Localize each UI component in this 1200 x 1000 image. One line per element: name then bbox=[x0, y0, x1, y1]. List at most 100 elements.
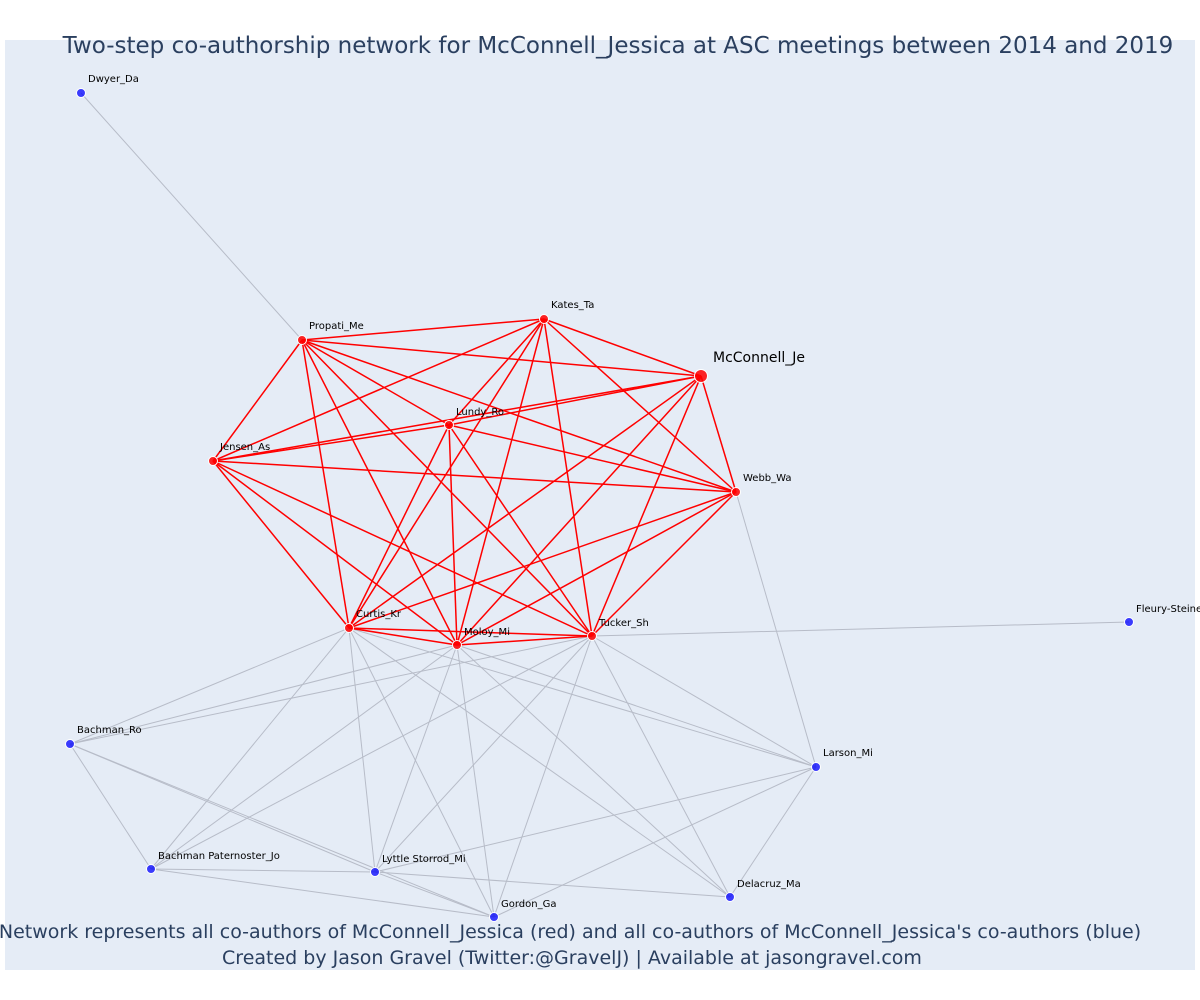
edge-webb-moloy bbox=[456, 491, 737, 646]
edge-mcconnell-tucker bbox=[591, 375, 702, 637]
edge-kates-tucker bbox=[543, 318, 593, 637]
node-label-tucker: Tucker_Sh bbox=[598, 618, 649, 629]
edge-tucker-delacruz bbox=[591, 635, 731, 898]
node-dwyer[interactable] bbox=[76, 88, 86, 98]
plot-background bbox=[5, 40, 1195, 970]
node-label-lyttle: Lyttle Storrod_Mi bbox=[382, 854, 466, 865]
node-label-bachman_ro: Bachman_Ro bbox=[77, 725, 142, 736]
node-propati[interactable] bbox=[297, 335, 307, 345]
edge-jensen-webb bbox=[212, 460, 737, 493]
edge-tucker-bachman_pj bbox=[150, 635, 593, 870]
edge-curtis-moloy bbox=[348, 627, 458, 646]
edge-lundy-tucker bbox=[448, 424, 593, 637]
node-label-mcconnell: McConnell_Je bbox=[713, 350, 805, 366]
node-tucker[interactable] bbox=[587, 631, 597, 641]
node-label-larson: Larson_Mi bbox=[823, 748, 873, 759]
edge-curtis-lyttle bbox=[348, 627, 376, 873]
node-label-jensen: Jensen_As bbox=[219, 442, 270, 453]
edge-moloy-larson bbox=[456, 644, 817, 768]
edge-mcconnell-moloy bbox=[456, 375, 702, 646]
node-larson[interactable] bbox=[811, 762, 821, 772]
caption-line-1: Network represents all co-authors of McC… bbox=[0, 921, 1141, 943]
edge-propati-lundy bbox=[301, 339, 450, 426]
edge-tucker-lyttle bbox=[374, 635, 593, 873]
edge-kates-webb bbox=[543, 318, 737, 493]
edge-tucker-larson bbox=[591, 635, 817, 768]
edge-kates-curtis bbox=[348, 318, 545, 629]
edge-bachman_ro-lyttle bbox=[69, 743, 376, 873]
edge-tucker-fleury bbox=[591, 621, 1130, 637]
node-label-curtis: Curtis_Kr bbox=[356, 609, 402, 620]
node-lyttle[interactable] bbox=[370, 867, 380, 877]
node-label-webb: Webb_Wa bbox=[743, 473, 792, 484]
node-delacruz[interactable] bbox=[725, 892, 735, 902]
edge-curtis-delacruz bbox=[348, 627, 731, 898]
edge-moloy-tucker bbox=[456, 635, 593, 646]
chart-title: Two-step co-authorship network for McCon… bbox=[62, 33, 1174, 59]
node-bachman_ro[interactable] bbox=[65, 739, 75, 749]
node-jensen[interactable] bbox=[208, 456, 218, 466]
node-fleury[interactable] bbox=[1124, 617, 1134, 627]
node-label-gordon: Gordon_Ga bbox=[501, 899, 556, 910]
edge-kates-moloy bbox=[456, 318, 545, 646]
node-label-delacruz: Delacruz_Ma bbox=[737, 879, 801, 890]
edge-lundy-jensen bbox=[212, 424, 450, 462]
node-lundy[interactable] bbox=[444, 420, 454, 430]
edge-moloy-gordon bbox=[456, 644, 495, 918]
edge-lundy-moloy bbox=[448, 424, 458, 646]
edge-propati-moloy bbox=[301, 339, 458, 646]
edge-mcconnell-curtis bbox=[348, 375, 702, 629]
node-label-fleury: Fleury-Steiner bbox=[1136, 604, 1200, 615]
edge-bachman_ro-bachman_pj bbox=[69, 743, 152, 870]
edge-propati-dwyer bbox=[80, 92, 303, 341]
edge-curtis-larson bbox=[348, 627, 817, 768]
node-mcconnell[interactable] bbox=[694, 369, 708, 383]
edge-propati-curtis bbox=[301, 339, 350, 629]
edge-webb-curtis bbox=[348, 491, 737, 629]
edge-propati-webb bbox=[301, 339, 737, 493]
node-gordon[interactable] bbox=[489, 912, 499, 922]
edge-moloy-delacruz bbox=[456, 644, 731, 898]
node-moloy[interactable] bbox=[452, 640, 462, 650]
edge-mcconnell-propati bbox=[301, 339, 702, 377]
node-bachman_pj[interactable] bbox=[146, 864, 156, 874]
node-label-moloy: Moloy_Mi bbox=[464, 627, 510, 638]
edge-jensen-curtis bbox=[212, 460, 350, 629]
edge-mcconnell-kates bbox=[543, 318, 702, 377]
node-label-kates: Kates_Ta bbox=[551, 300, 594, 311]
caption-line-2: Created by Jason Gravel (Twitter:@Gravel… bbox=[222, 947, 922, 969]
edge-tucker-bachman_ro bbox=[69, 635, 593, 745]
node-kates[interactable] bbox=[539, 314, 549, 324]
edge-lundy-curtis bbox=[348, 424, 450, 629]
edge-bachman_pj-lyttle bbox=[150, 868, 376, 873]
edge-bachman_pj-gordon bbox=[150, 868, 495, 918]
edge-curtis-bachman_ro bbox=[69, 627, 350, 745]
edge-kates-propati bbox=[301, 318, 545, 341]
edge-lyttle-delacruz bbox=[374, 871, 731, 898]
edge-mcconnell-lundy bbox=[448, 375, 702, 426]
edge-webb-larson bbox=[735, 491, 817, 768]
nodes-layer bbox=[65, 88, 1134, 922]
edge-tucker-gordon bbox=[493, 635, 593, 918]
edge-bachman_ro-gordon bbox=[69, 743, 495, 918]
edge-curtis-tucker bbox=[348, 627, 593, 637]
edge-moloy-bachman_pj bbox=[150, 644, 458, 870]
node-curtis[interactable] bbox=[344, 623, 354, 633]
edge-propati-tucker bbox=[301, 339, 593, 637]
labels-layer: McConnell_Je Kates_Ta Propati_Me Lundy_Ro Je… bbox=[77, 74, 1200, 910]
edge-larson-delacruz bbox=[729, 766, 817, 898]
edge-kates-jensen bbox=[212, 318, 545, 462]
node-label-propati: Propati_Me bbox=[309, 321, 364, 332]
edge-moloy-lyttle bbox=[374, 644, 458, 873]
node-label-lundy: Lundy_Ro bbox=[456, 407, 504, 418]
edge-lundy-webb bbox=[448, 424, 737, 493]
node-webb[interactable] bbox=[731, 487, 741, 497]
edge-moloy-bachman_ro bbox=[69, 644, 458, 745]
edge-lyttle-gordon bbox=[374, 871, 495, 918]
edge-jensen-tucker bbox=[212, 460, 593, 637]
edge-propati-jensen bbox=[212, 339, 303, 462]
node-label-dwyer: Dwyer_Da bbox=[88, 74, 139, 85]
edge-mcconnell-jensen bbox=[212, 375, 702, 462]
edge-lyttle-larson bbox=[374, 766, 817, 873]
